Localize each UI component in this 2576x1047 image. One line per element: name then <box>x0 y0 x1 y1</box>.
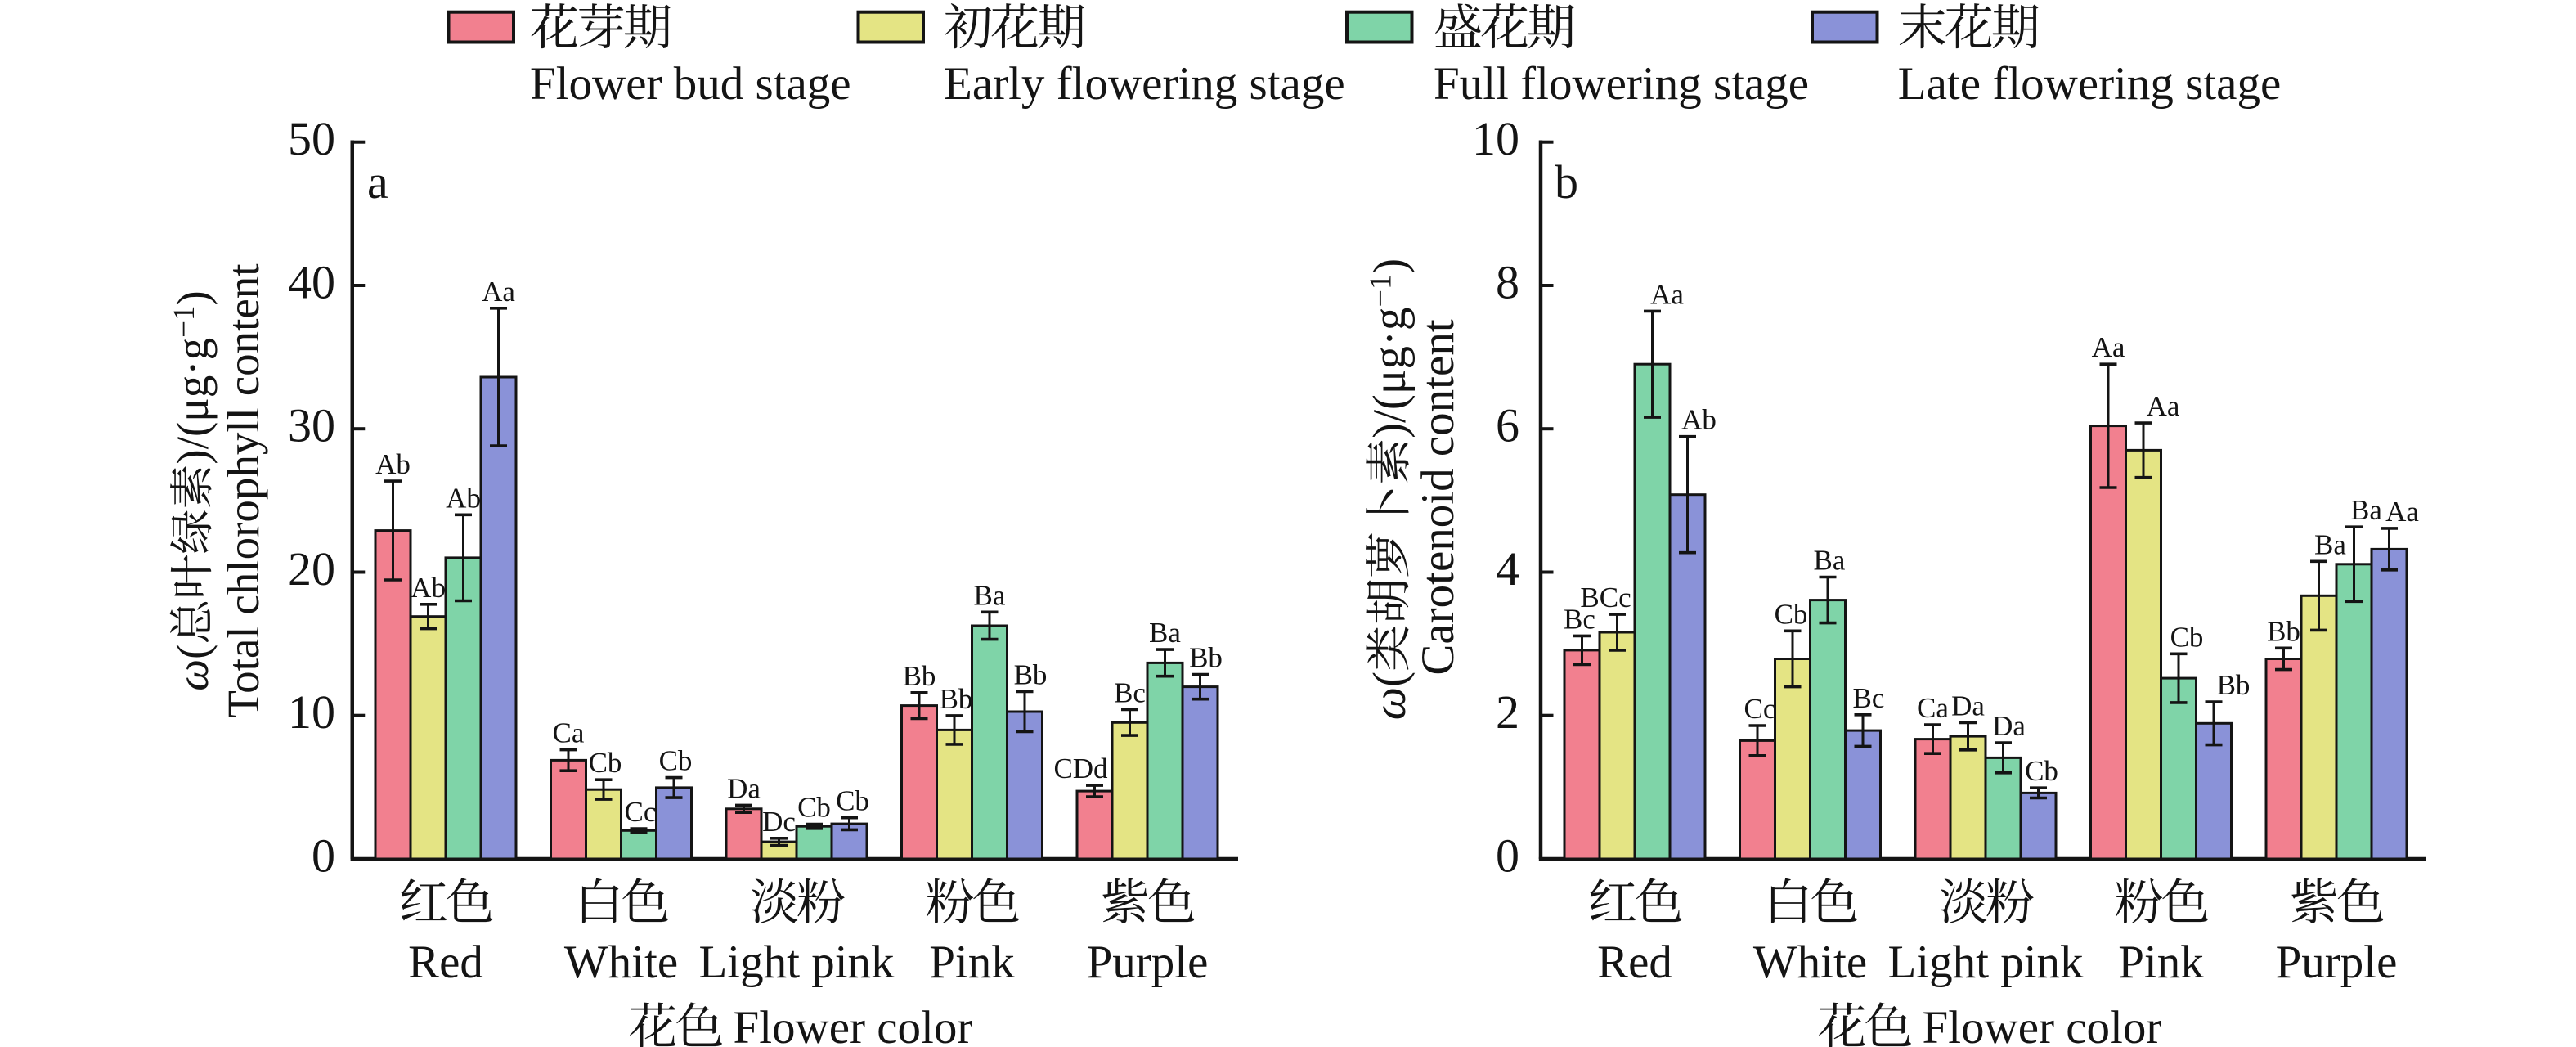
svg-text:Ba: Ba <box>974 579 1006 611</box>
svg-text:Bc: Bc <box>1853 682 1885 714</box>
svg-text:Bb: Bb <box>2267 615 2300 647</box>
svg-text:Ba: Ba <box>2314 528 2346 560</box>
svg-text:Bb: Bb <box>1189 642 1223 674</box>
svg-text:Early flowering stage: Early flowering stage <box>944 58 1345 110</box>
svg-text:Pink: Pink <box>929 937 1015 988</box>
svg-text:Ab: Ab <box>1681 404 1717 436</box>
svg-text:Full flowering stage: Full flowering stage <box>1434 58 1809 110</box>
svg-text:(: ( <box>168 645 218 659</box>
svg-text:Cc: Cc <box>1744 693 1776 725</box>
svg-text:0: 0 <box>312 829 335 883</box>
svg-text:40: 40 <box>288 256 335 309</box>
svg-text:Pink: Pink <box>2118 937 2204 988</box>
svg-text:Ba: Ba <box>2350 494 2382 526</box>
svg-text:Bb: Bb <box>940 683 973 715</box>
svg-text:Cb: Cb <box>836 785 869 817</box>
svg-text:8: 8 <box>1496 256 1519 309</box>
svg-text:Da: Da <box>1951 690 1985 722</box>
svg-text:Aa: Aa <box>482 276 515 308</box>
svg-text:b: b <box>1555 155 1578 209</box>
svg-text:Bb: Bb <box>2217 669 2251 701</box>
svg-text:Aa: Aa <box>2385 496 2419 528</box>
svg-text:a: a <box>367 155 388 209</box>
svg-text:Cc: Cc <box>625 796 657 828</box>
svg-text:Cb: Cb <box>659 745 693 777</box>
svg-text:Flower color: Flower color <box>1923 1002 2162 1047</box>
svg-text:Da: Da <box>1992 710 2026 742</box>
svg-text:Bc: Bc <box>1114 677 1146 709</box>
svg-text:Ca: Ca <box>553 717 585 749</box>
svg-text:Purple: Purple <box>1087 937 1209 988</box>
svg-text:Cb: Cb <box>1775 598 1808 630</box>
svg-text:Ab: Ab <box>375 448 411 480</box>
svg-text:ω: ω <box>168 659 218 691</box>
svg-text:White: White <box>564 937 678 988</box>
svg-text:20: 20 <box>288 542 335 595</box>
svg-text:Ca: Ca <box>1917 692 1949 724</box>
svg-text:10: 10 <box>288 685 335 739</box>
svg-text:Da: Da <box>727 772 761 804</box>
svg-text:Aa: Aa <box>1650 278 1684 310</box>
svg-text:Aa: Aa <box>2092 331 2125 363</box>
svg-text:Ba: Ba <box>1814 545 1846 577</box>
svg-text:)/(μg·g: )/(μg·g <box>1364 308 1416 438</box>
svg-text:BCc: BCc <box>1580 582 1631 613</box>
svg-text:Bc: Bc <box>1564 603 1595 635</box>
svg-text:)/(μg·g: )/(μg·g <box>168 338 218 465</box>
svg-text:Light pink: Light pink <box>1887 937 2084 988</box>
svg-text:ω: ω <box>1364 687 1416 720</box>
svg-text:(: ( <box>1364 672 1416 687</box>
svg-text:Dc: Dc <box>762 806 796 838</box>
svg-text:CDd: CDd <box>1053 753 1108 784</box>
svg-text:Flower color: Flower color <box>734 1002 973 1047</box>
svg-text:Ab: Ab <box>411 572 446 604</box>
svg-text:−1: −1 <box>168 306 201 338</box>
svg-text:Ba: Ba <box>1149 617 1181 649</box>
svg-text:Ab: Ab <box>446 482 481 514</box>
svg-text:4: 4 <box>1496 542 1519 595</box>
svg-text:Total chlorophyll content: Total chlorophyll content <box>218 263 268 717</box>
svg-text:Cb: Cb <box>2170 621 2204 653</box>
svg-text:2: 2 <box>1496 685 1519 739</box>
svg-text:50: 50 <box>288 112 335 165</box>
svg-text:Aa: Aa <box>2147 390 2180 422</box>
svg-text:Light pink: Light pink <box>698 937 895 988</box>
svg-text:Flower bud stage: Flower bud stage <box>530 58 851 110</box>
svg-text:Bb: Bb <box>1014 658 1048 690</box>
svg-text:10: 10 <box>1472 112 1519 165</box>
svg-text:Purple: Purple <box>2276 937 2398 988</box>
svg-text:6: 6 <box>1496 399 1519 452</box>
svg-text:30: 30 <box>288 399 335 452</box>
svg-text:Late flowering stage: Late flowering stage <box>1898 58 2281 110</box>
svg-text:Carotenoid content: Carotenoid content <box>1412 319 1464 675</box>
svg-text:White: White <box>1753 937 1867 988</box>
svg-text:Red: Red <box>408 937 483 988</box>
svg-text:): ) <box>1364 258 1416 274</box>
svg-text:Bb: Bb <box>903 660 936 692</box>
svg-text:Cb: Cb <box>589 747 622 779</box>
svg-text:Cb: Cb <box>797 792 831 824</box>
svg-text:0: 0 <box>1496 829 1519 883</box>
svg-text:Cb: Cb <box>2025 755 2058 787</box>
svg-text:−1: −1 <box>1363 274 1398 308</box>
svg-text:Red: Red <box>1597 937 1672 988</box>
svg-text:): ) <box>168 290 218 305</box>
